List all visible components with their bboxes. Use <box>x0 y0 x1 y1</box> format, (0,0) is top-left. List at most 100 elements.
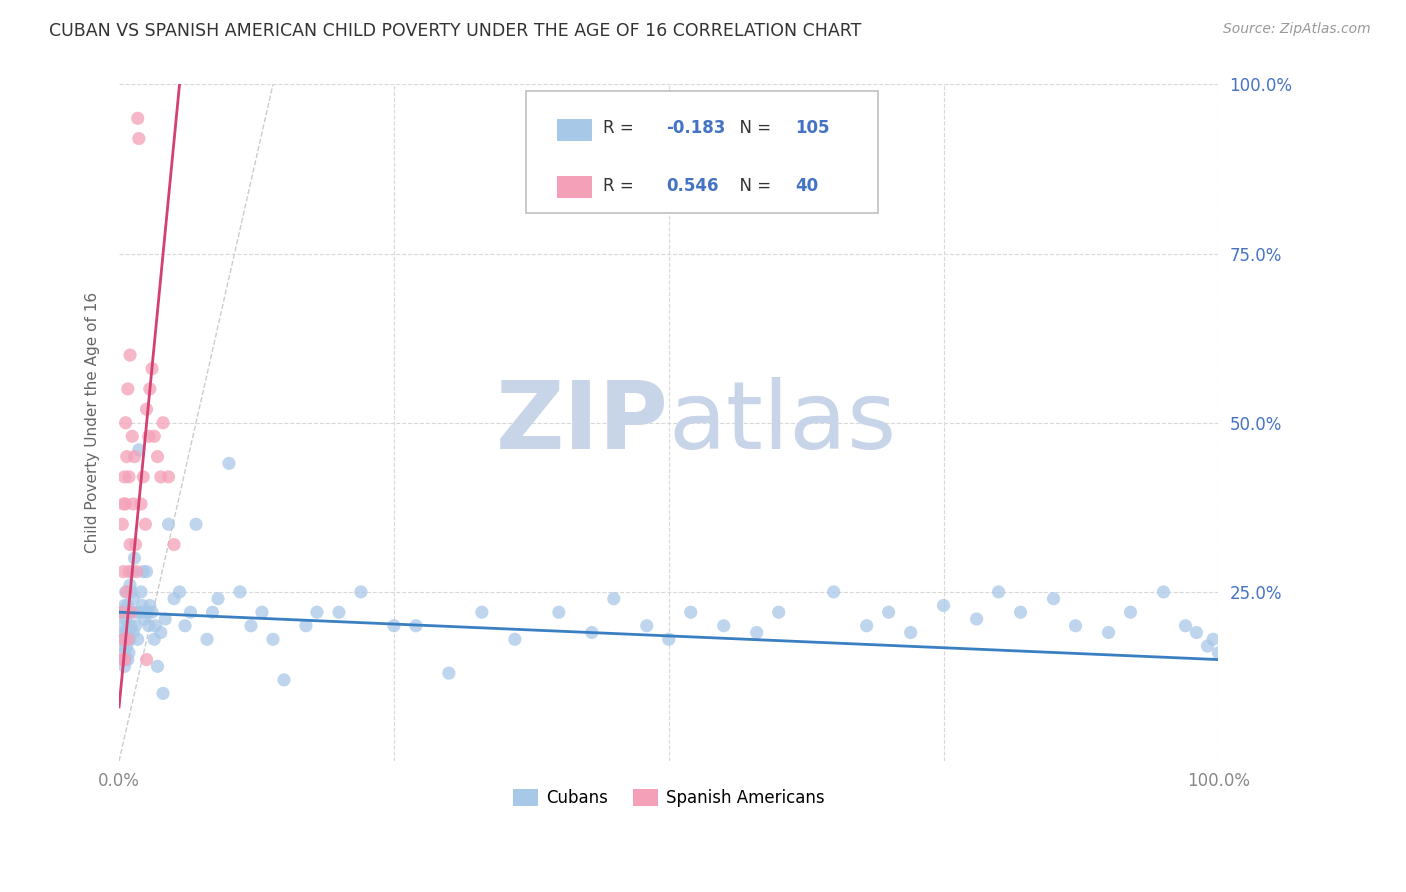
Cubans <box>1042 591 1064 606</box>
Cubans <box>195 632 218 647</box>
Cubans <box>122 591 145 606</box>
Spanish Americans <box>112 632 135 647</box>
Cubans <box>118 605 141 619</box>
Spanish Americans <box>114 470 136 484</box>
Cubans <box>135 565 157 579</box>
Text: 40: 40 <box>796 177 818 195</box>
Cubans <box>129 585 152 599</box>
Cubans <box>128 442 150 457</box>
Text: CUBAN VS SPANISH AMERICAN CHILD POVERTY UNDER THE AGE OF 16 CORRELATION CHART: CUBAN VS SPANISH AMERICAN CHILD POVERTY … <box>49 22 862 40</box>
Cubans <box>547 605 569 619</box>
Cubans <box>471 605 494 619</box>
Cubans <box>768 605 790 619</box>
Cubans <box>112 632 135 647</box>
Spanish Americans <box>118 348 141 362</box>
Cubans <box>114 659 136 673</box>
Cubans <box>112 605 135 619</box>
Y-axis label: Child Poverty Under the Age of 16: Child Poverty Under the Age of 16 <box>86 293 100 553</box>
Cubans <box>1064 619 1087 633</box>
Spanish Americans <box>127 112 149 126</box>
Cubans <box>603 591 626 606</box>
Spanish Americans <box>143 429 166 443</box>
Text: 105: 105 <box>796 120 830 137</box>
Spanish Americans <box>110 605 132 619</box>
Spanish Americans <box>132 470 155 484</box>
Spanish Americans <box>139 382 162 396</box>
Cubans <box>273 673 295 687</box>
Cubans <box>155 612 177 626</box>
Cubans <box>118 646 141 660</box>
Cubans <box>713 619 735 633</box>
Cubans <box>124 619 146 633</box>
Cubans <box>118 625 141 640</box>
Cubans <box>114 646 136 660</box>
Spanish Americans <box>112 565 135 579</box>
Cubans <box>405 619 427 633</box>
Cubans <box>117 652 139 666</box>
Text: R =: R = <box>603 120 638 137</box>
Cubans <box>135 605 157 619</box>
Spanish Americans <box>135 652 157 666</box>
Spanish Americans <box>149 470 172 484</box>
Cubans <box>966 612 988 626</box>
Cubans <box>114 599 136 613</box>
Spanish Americans <box>115 585 138 599</box>
Cubans <box>1010 605 1032 619</box>
Text: atlas: atlas <box>669 376 897 469</box>
Cubans <box>305 605 328 619</box>
Text: N =: N = <box>730 177 776 195</box>
Cubans <box>118 578 141 592</box>
Cubans <box>114 605 136 619</box>
Cubans <box>679 605 702 619</box>
Cubans <box>127 632 149 647</box>
Cubans <box>636 619 658 633</box>
FancyBboxPatch shape <box>557 177 592 198</box>
Cubans <box>877 605 900 619</box>
Cubans <box>115 625 138 640</box>
Cubans <box>134 612 156 626</box>
Cubans <box>823 585 845 599</box>
Cubans <box>163 591 186 606</box>
Cubans <box>745 625 768 640</box>
Cubans <box>136 605 159 619</box>
Spanish Americans <box>114 416 136 430</box>
FancyBboxPatch shape <box>557 119 592 141</box>
Spanish Americans <box>114 497 136 511</box>
Spanish Americans <box>141 361 163 376</box>
Spanish Americans <box>124 537 146 551</box>
Cubans <box>149 625 172 640</box>
Spanish Americans <box>111 517 134 532</box>
Cubans <box>1174 619 1197 633</box>
Cubans <box>1208 646 1230 660</box>
Cubans <box>250 605 273 619</box>
FancyBboxPatch shape <box>526 91 877 213</box>
Spanish Americans <box>120 605 142 619</box>
Spanish Americans <box>128 131 150 145</box>
Cubans <box>114 652 136 666</box>
Legend: Cubans, Spanish Americans: Cubans, Spanish Americans <box>506 782 831 814</box>
Cubans <box>111 619 134 633</box>
Spanish Americans <box>163 537 186 551</box>
Cubans <box>152 686 174 700</box>
Cubans <box>987 585 1010 599</box>
Cubans <box>117 599 139 613</box>
Cubans <box>1097 625 1119 640</box>
Spanish Americans <box>117 382 139 396</box>
Cubans <box>350 585 373 599</box>
Spanish Americans <box>129 497 152 511</box>
Cubans <box>114 585 136 599</box>
Spanish Americans <box>118 565 141 579</box>
Cubans <box>125 605 148 619</box>
Cubans <box>581 625 603 640</box>
Spanish Americans <box>124 450 146 464</box>
Cubans <box>114 612 136 626</box>
Text: Source: ZipAtlas.com: Source: ZipAtlas.com <box>1223 22 1371 37</box>
Spanish Americans <box>111 652 134 666</box>
Cubans <box>1197 639 1219 653</box>
Spanish Americans <box>118 470 141 484</box>
Cubans <box>855 619 877 633</box>
Cubans <box>122 625 145 640</box>
Cubans <box>1185 625 1208 640</box>
Cubans <box>146 659 169 673</box>
Cubans <box>503 632 526 647</box>
